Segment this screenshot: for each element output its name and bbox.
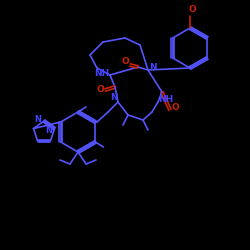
Text: NH: NH — [158, 96, 174, 104]
Text: N: N — [149, 64, 157, 72]
Text: N: N — [110, 94, 118, 102]
Text: N: N — [34, 116, 42, 124]
Text: N: N — [45, 126, 52, 135]
Text: O: O — [96, 86, 104, 94]
Text: NH: NH — [94, 68, 110, 78]
Text: O: O — [171, 104, 179, 112]
Text: O: O — [121, 58, 129, 66]
Text: O: O — [188, 6, 196, 15]
